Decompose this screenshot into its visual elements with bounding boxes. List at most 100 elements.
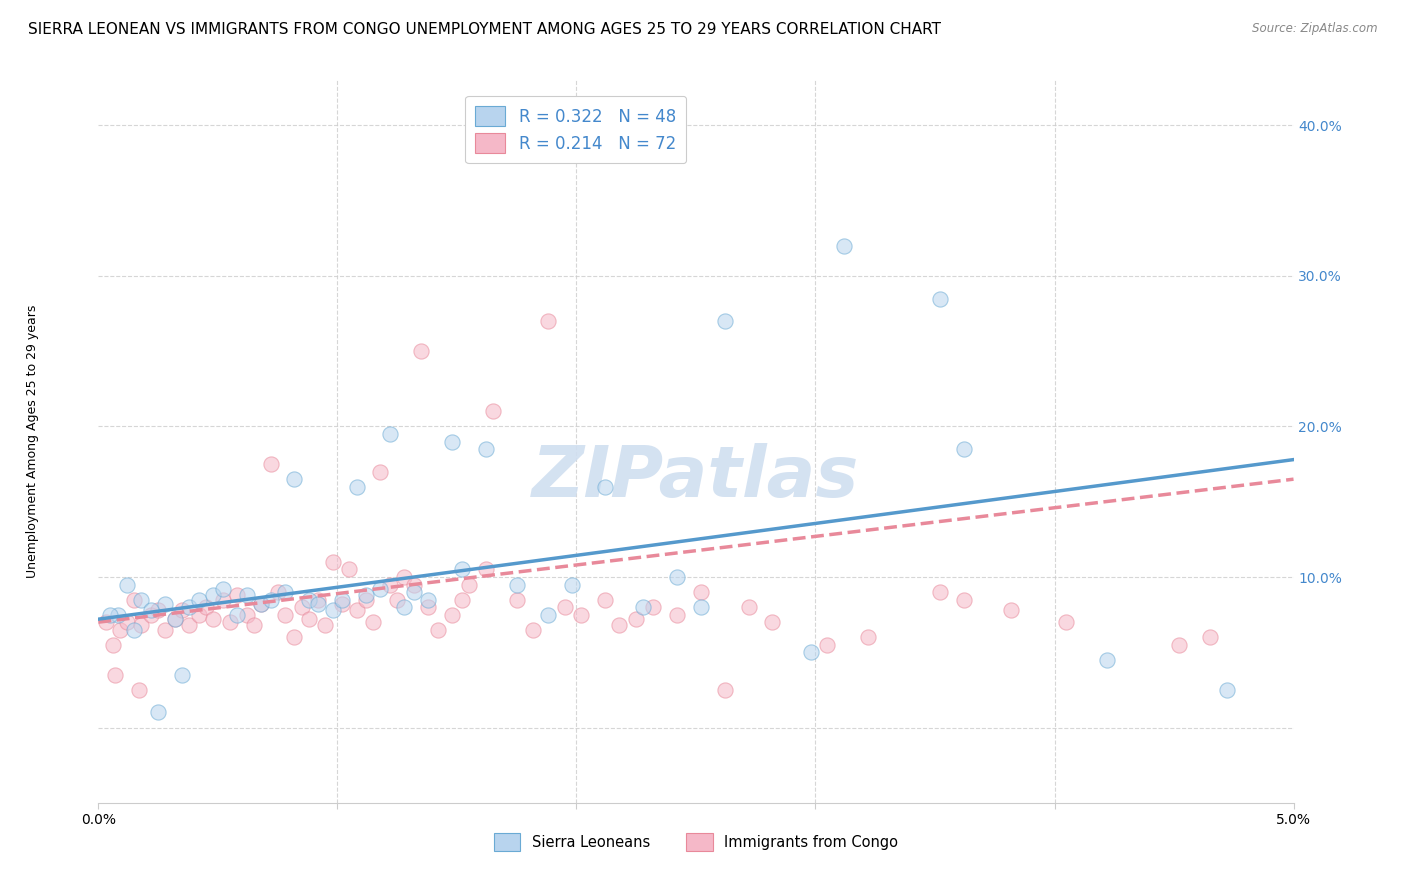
Point (474, 442, 496, 456)
Point (394, 570, 416, 584)
Point (172, 668, 194, 682)
Point (339, 562, 361, 576)
Point (481, 404, 505, 418)
Point (626, 612, 648, 626)
Point (259, 592, 281, 607)
Point (418, 600, 440, 615)
Point (441, 434, 464, 449)
Point (330, 597, 353, 611)
Point (322, 555, 344, 569)
Point (283, 472, 305, 486)
Point (370, 582, 392, 596)
Point (211, 592, 233, 607)
Point (226, 588, 249, 602)
Point (561, 577, 583, 591)
Point (115, 615, 138, 630)
Point (148, 603, 170, 617)
Point (952, 592, 974, 607)
Point (1215, 682, 1237, 697)
Point (761, 615, 783, 630)
Point (1199, 630, 1222, 644)
Point (94, 615, 117, 630)
Point (1054, 615, 1078, 630)
Point (250, 597, 273, 611)
Point (800, 645, 823, 659)
Point (832, 239, 855, 253)
Point (689, 600, 711, 615)
Point (665, 607, 688, 622)
Point (235, 588, 257, 602)
Point (307, 592, 329, 607)
Point (195, 600, 218, 615)
Point (506, 577, 529, 591)
Point (298, 592, 321, 607)
Point (307, 597, 329, 611)
Point (346, 603, 368, 617)
Text: SIERRA LEONEAN VS IMMIGRANTS FROM CONGO UNEMPLOYMENT AMONG AGES 25 TO 29 YEARS C: SIERRA LEONEAN VS IMMIGRANTS FROM CONGO … (28, 22, 941, 37)
Point (98, 607, 122, 622)
Point (346, 480, 368, 494)
Point (665, 570, 688, 584)
Point (101, 638, 124, 652)
Point (131, 618, 153, 632)
Point (1095, 653, 1118, 667)
Point (441, 607, 464, 622)
Point (131, 592, 153, 607)
Point (713, 682, 735, 697)
Point (139, 607, 162, 622)
Point (187, 592, 209, 607)
Point (139, 603, 162, 617)
Point (226, 607, 249, 622)
Point (609, 618, 631, 632)
Point (315, 618, 337, 632)
Point (1167, 638, 1189, 652)
Point (378, 427, 401, 442)
Point (633, 600, 655, 615)
Point (267, 585, 290, 599)
Point (155, 597, 177, 611)
Point (107, 607, 129, 622)
Point (354, 592, 377, 607)
Point (569, 607, 592, 622)
Point (243, 618, 266, 632)
Point (108, 623, 131, 637)
Point (274, 585, 297, 599)
Point (815, 638, 838, 652)
Point (179, 600, 201, 615)
Point (537, 607, 560, 622)
Point (179, 618, 201, 632)
Point (385, 592, 409, 607)
Point (426, 623, 449, 637)
Point (354, 588, 377, 602)
Point (330, 592, 353, 607)
Point (259, 457, 281, 471)
Point (322, 603, 344, 617)
Point (291, 600, 314, 615)
Point (155, 623, 177, 637)
Point (128, 682, 150, 697)
Point (402, 585, 425, 599)
Text: Source: ZipAtlas.com: Source: ZipAtlas.com (1253, 22, 1378, 36)
Point (593, 480, 616, 494)
Point (378, 577, 401, 591)
Point (163, 612, 186, 626)
Point (554, 600, 576, 615)
Point (593, 592, 616, 607)
Point (458, 577, 481, 591)
Point (202, 612, 225, 626)
Point (211, 582, 233, 596)
Point (172, 603, 194, 617)
Point (450, 562, 472, 576)
Point (689, 585, 711, 599)
Point (250, 597, 273, 611)
Point (641, 600, 664, 615)
Point (474, 562, 496, 576)
Point (737, 600, 759, 615)
Point (104, 668, 127, 682)
Point (187, 607, 209, 622)
Point (537, 314, 560, 328)
Text: ZIPatlas: ZIPatlas (533, 443, 859, 512)
Point (411, 344, 433, 359)
Point (713, 314, 735, 328)
Point (274, 607, 297, 622)
